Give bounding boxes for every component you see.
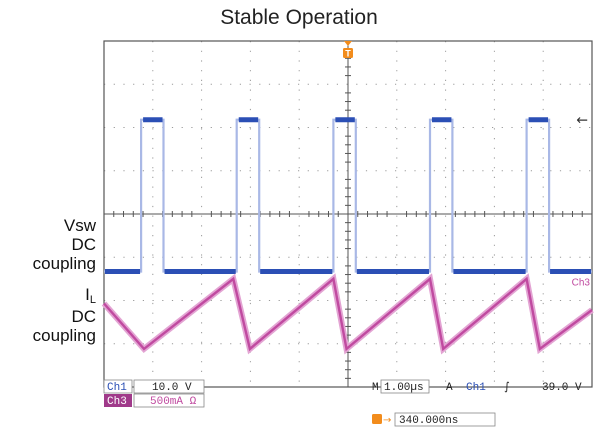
ch1-tag-box	[103, 379, 133, 394]
markers: T ← Ch3	[343, 41, 590, 289]
trigger-mode: A	[446, 382, 453, 394]
il-label-sub: L	[89, 294, 96, 306]
trigger-level-arrow: ←	[576, 113, 588, 129]
vsw-label-line1: Vsw	[63, 216, 96, 235]
timebase-value: 1.00µs	[384, 382, 424, 394]
ch3-ground-marker: Ch3	[572, 278, 591, 289]
trigger-arrow	[344, 41, 352, 46]
trigger-source: Ch1	[466, 382, 486, 394]
il-label-line2: DC	[71, 307, 96, 326]
ch3-scale: 500mA Ω	[150, 396, 197, 408]
trigger-position-readout-arrow: →	[383, 415, 391, 426]
traces	[101, 117, 594, 355]
readouts: Ch1 10.0 V Ch3 500mA Ω M 1.00µs A Ch1 ∫ 39.0 V → 34…	[103, 379, 582, 427]
ch3-scale-box	[133, 393, 205, 408]
trigger-position-box	[394, 412, 496, 427]
trigger-position-glyph: T	[345, 49, 351, 59]
timebase-box	[380, 379, 430, 394]
il-trace	[103, 276, 593, 352]
ch3-tag: Ch3	[107, 396, 127, 408]
chart-title: Stable Operation	[220, 6, 378, 29]
il-label-line3: coupling	[32, 326, 96, 345]
trigger-position-value: 340.000ns	[399, 415, 458, 427]
ch3-tag-box	[104, 394, 132, 407]
trigger-position-readout-icon	[372, 414, 382, 424]
trigger-position-marker	[343, 48, 353, 58]
timebase-prefix: M	[372, 382, 379, 394]
ch1-scale-box	[133, 379, 205, 394]
trigger-slope: ∫	[504, 380, 510, 393]
trigger-level: 39.0 V	[542, 382, 582, 394]
vsw-label-line2: DC	[71, 235, 96, 254]
vsw-label-line3: coupling	[32, 254, 96, 273]
ch1-scale: 10.0 V	[152, 382, 192, 394]
il-label: IL DC coupling	[33, 285, 96, 345]
ch1-tag: Ch1	[107, 382, 127, 394]
vsw-label: Vsw DC coupling	[33, 216, 96, 273]
il-label-main: I	[85, 285, 90, 304]
il-label-line1: IL	[33, 285, 96, 307]
